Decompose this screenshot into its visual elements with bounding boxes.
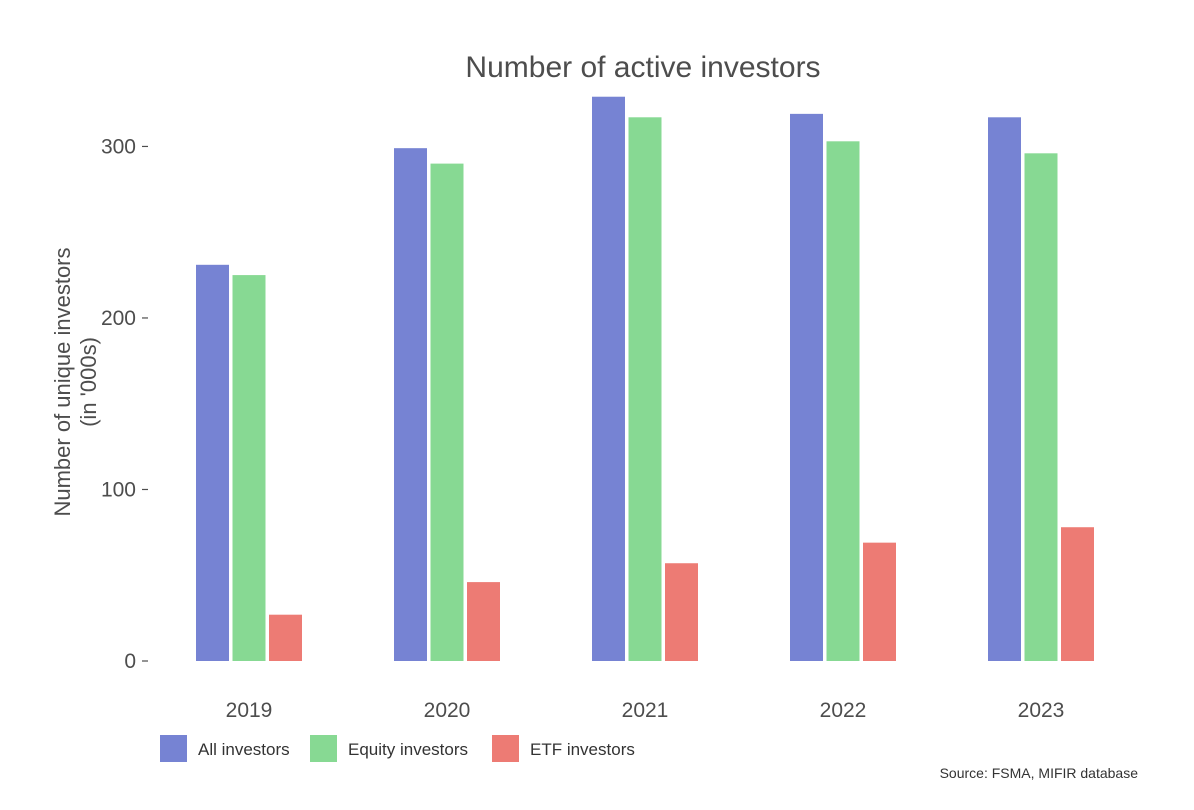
- x-tick-label: 2020: [424, 699, 471, 722]
- x-tick-label: 2019: [226, 699, 273, 722]
- bar-equity-investors-2019: [232, 275, 266, 661]
- legend-swatch-all-investors: [160, 735, 187, 762]
- y-tick-label: 100: [101, 478, 136, 501]
- legend-label-all-investors: All investors: [198, 740, 290, 759]
- legend-swatch-equity-investors: [310, 735, 337, 762]
- bar-equity-investors-2021: [628, 117, 662, 661]
- source-caption: Source: FSMA, MIFIR database: [940, 765, 1139, 781]
- y-axis-title: Number of unique investors (in '000s): [50, 247, 101, 516]
- bar-etf-investors-2022: [863, 542, 896, 661]
- y-axis: 0 100 200 300: [101, 135, 148, 673]
- bar-etf-investors-2019: [269, 614, 302, 661]
- y-tick-label: 0: [124, 650, 136, 673]
- bar-etf-investors-2021: [665, 563, 698, 661]
- y-tick-label: 300: [101, 135, 136, 158]
- bar-equity-investors-2022: [826, 141, 860, 662]
- x-axis: 2019 2020 2021 2022 2023: [226, 699, 1065, 722]
- legend-label-etf-investors: ETF investors: [530, 740, 635, 759]
- legend-label-equity-investors: Equity investors: [348, 740, 468, 759]
- bars: [196, 96, 1094, 662]
- y-axis-title-line-1: Number of unique investors: [50, 247, 75, 516]
- y-axis-title-line-2: (in '000s): [76, 337, 101, 427]
- bar-all-investors-2023: [988, 117, 1021, 661]
- legend: All investors Equity investors ETF investo…: [160, 735, 635, 762]
- x-tick-label: 2022: [820, 699, 867, 722]
- bar-etf-investors-2023: [1061, 527, 1094, 661]
- bar-all-investors-2020: [394, 148, 427, 662]
- bar-all-investors-2022: [790, 113, 823, 661]
- bar-equity-investors-2023: [1024, 153, 1058, 661]
- y-tick-label: 200: [101, 307, 136, 330]
- bar-all-investors-2021: [592, 96, 625, 661]
- x-tick-label: 2023: [1018, 699, 1065, 722]
- chart-title: Number of active investors: [465, 51, 820, 84]
- x-tick-label: 2021: [622, 699, 669, 722]
- legend-swatch-etf-investors: [492, 735, 519, 762]
- bar-equity-investors-2020: [430, 163, 464, 661]
- bar-all-investors-2019: [196, 264, 229, 661]
- bar-etf-investors-2020: [467, 582, 500, 661]
